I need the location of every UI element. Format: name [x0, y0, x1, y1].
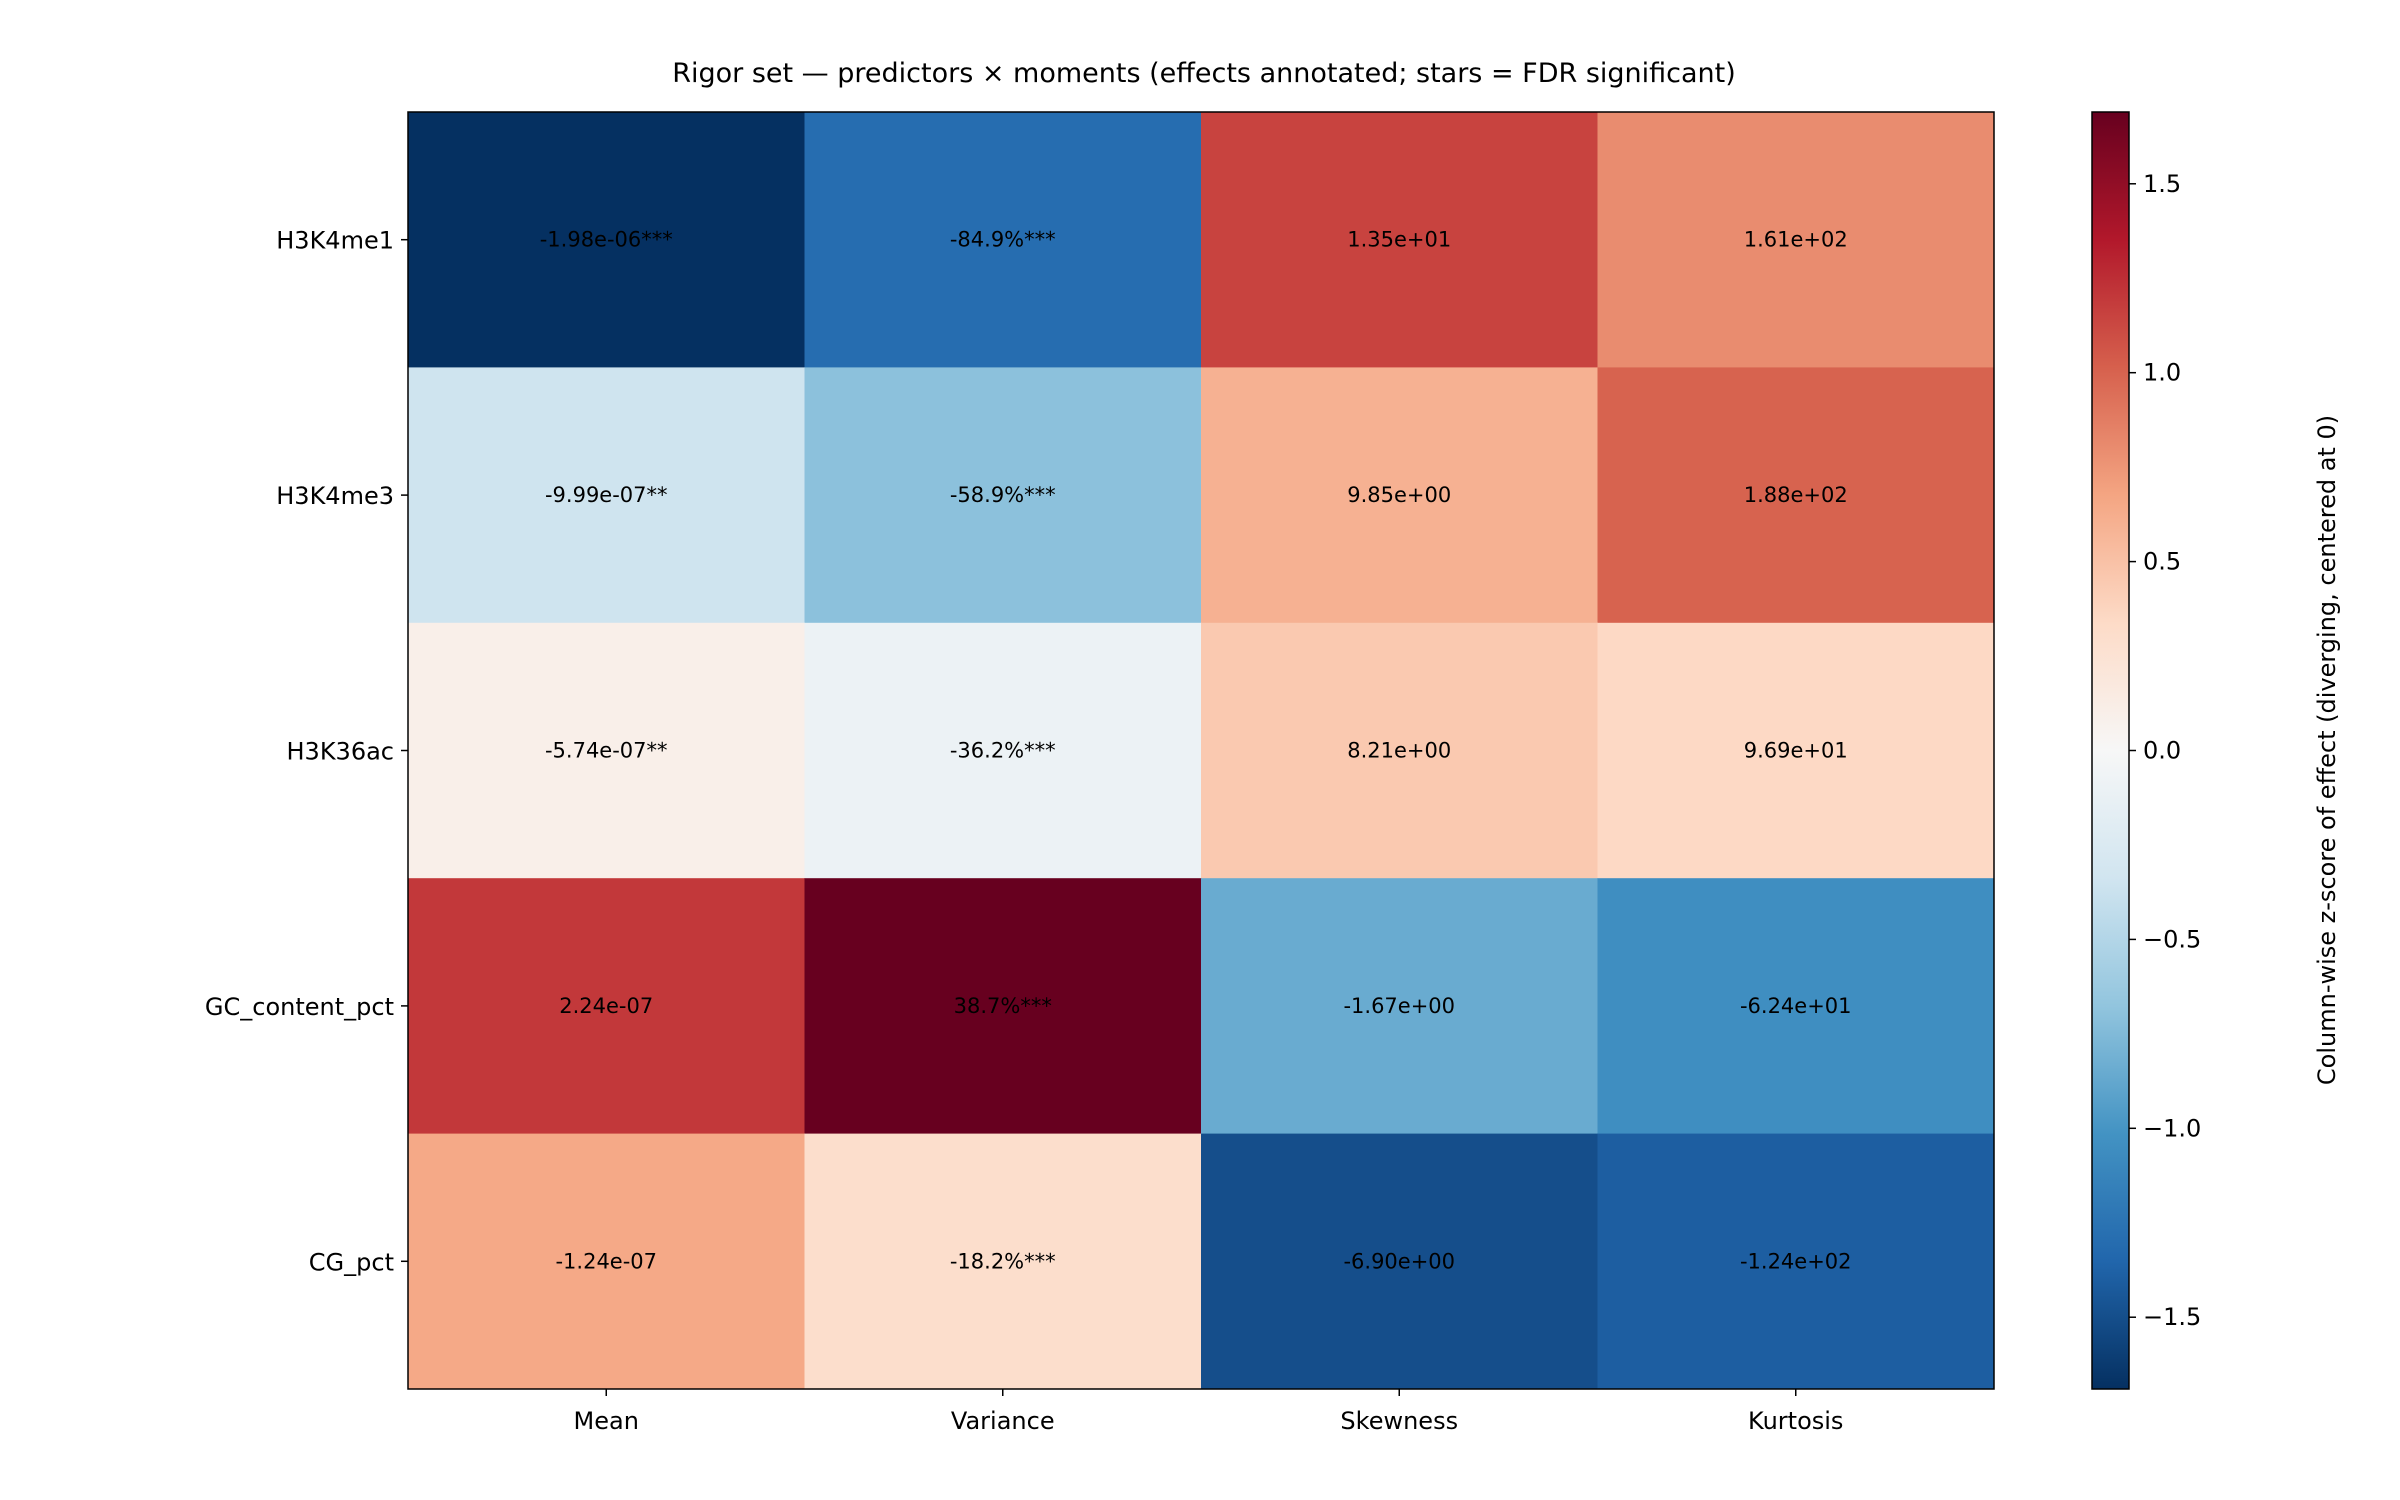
cell-annotation: -6.24e+01 [1740, 994, 1852, 1018]
heatmap-cell [408, 1133, 805, 1390]
heatmap-cell [1597, 112, 1995, 368]
heatmap-cell [1201, 622, 1598, 879]
y-tick-label: GC_content_pct [205, 993, 394, 1021]
colorbar-tick-label: 1.5 [2143, 170, 2181, 198]
colorbar-tick-label: 0.5 [2143, 548, 2181, 576]
colorbar-label: Column-wise z-score of effect (diverging… [2313, 415, 2341, 1085]
cell-annotation: -5.74e-07** [545, 739, 668, 763]
cell-annotation: -1.24e+02 [1740, 1249, 1852, 1273]
cell-annotation: 1.88e+02 [1744, 483, 1848, 507]
cell-annotation: -1.24e-07 [555, 1249, 657, 1273]
heatmap-cell [408, 112, 805, 368]
heatmap-cell [1597, 1133, 1995, 1390]
heatmap-cell [804, 878, 1202, 1135]
x-tick-label: Skewness [1340, 1407, 1458, 1435]
x-tick-label: Kurtosis [1748, 1407, 1843, 1435]
heatmap-cell [804, 367, 1202, 624]
colorbar-tick-label: −1.5 [2143, 1303, 2201, 1331]
cell-annotation: 9.85e+00 [1347, 483, 1451, 507]
y-tick-label: H3K4me3 [276, 482, 394, 510]
heatmap-cell [1597, 367, 1995, 624]
cell-annotation: 1.35e+01 [1347, 228, 1451, 252]
cell-annotation: -1.67e+00 [1343, 994, 1455, 1018]
colorbar-tick-label: 1.0 [2143, 359, 2181, 387]
heatmap-cell [408, 622, 805, 879]
colorbar-tick-label: 0.0 [2143, 737, 2181, 765]
cell-annotation: 9.69e+01 [1744, 739, 1848, 763]
cell-annotation: -84.9%*** [950, 228, 1056, 252]
heatmap-cell [1201, 112, 1598, 368]
heatmap-cell [1597, 878, 1995, 1135]
colorbar-tick-label: −0.5 [2143, 925, 2201, 953]
heatmap-cell [804, 622, 1202, 879]
heatmap-cell [1201, 878, 1598, 1135]
y-tick-label: H3K36ac [287, 738, 395, 766]
heatmap-cell [804, 112, 1202, 368]
y-tick-label: CG_pct [309, 1248, 394, 1276]
colorbar [2091, 111, 2130, 1390]
cell-annotation: -1.98e-06*** [540, 228, 673, 252]
colorbar-tick-label: −1.0 [2143, 1114, 2201, 1142]
cell-annotation: 2.24e-07 [559, 994, 653, 1018]
cell-annotation: 1.61e+02 [1744, 228, 1848, 252]
chart-title: Rigor set — predictors × moments (effect… [672, 58, 1736, 89]
cell-annotation: -9.99e-07** [545, 483, 668, 507]
cell-annotation: 38.7%*** [954, 994, 1052, 1018]
x-tick-label: Variance [951, 1407, 1055, 1435]
y-tick-label: H3K4me1 [276, 227, 394, 255]
cell-annotation: -6.90e+00 [1343, 1249, 1455, 1273]
heatmap-cell [408, 878, 805, 1135]
heatmap-cell [1201, 367, 1598, 624]
heatmap-cell [1201, 1133, 1598, 1390]
heatmap-cell [804, 1133, 1202, 1390]
cell-annotation: -18.2%*** [950, 1249, 1056, 1273]
cell-annotation: -36.2%*** [950, 739, 1056, 763]
heatmap-cell [408, 367, 805, 624]
x-tick-label: Mean [574, 1407, 639, 1435]
cell-annotation: 8.21e+00 [1347, 739, 1451, 763]
heatmap-cell [1597, 622, 1995, 879]
cell-annotation: -58.9%*** [950, 483, 1056, 507]
